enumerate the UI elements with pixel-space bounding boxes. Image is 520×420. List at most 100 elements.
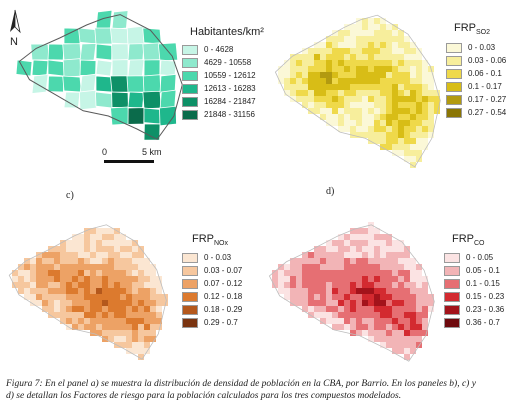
legend-label: 0 - 0.05 [466, 253, 494, 262]
map-cell [416, 150, 422, 156]
map-cell [368, 36, 374, 42]
map-cell [356, 288, 362, 294]
map-cell [398, 78, 404, 84]
map-cell [326, 42, 332, 48]
map-cell [320, 54, 326, 60]
map-cell [416, 324, 422, 330]
map-cell [78, 276, 84, 282]
map-cell [344, 312, 350, 318]
map-cell [138, 294, 144, 300]
map-cell [144, 282, 150, 288]
map-cell [350, 234, 356, 240]
map-cell [368, 30, 374, 36]
map-cell [362, 42, 368, 48]
legend-item: 0.1 - 0.17 [446, 81, 506, 93]
map-cell [392, 144, 398, 150]
legend-label: 10559 - 12612 [204, 71, 256, 80]
map-cell [60, 276, 66, 282]
map-cell [398, 132, 404, 138]
map-cell [90, 264, 96, 270]
map-cell [290, 84, 296, 90]
map-cell [374, 48, 380, 54]
map-cell [368, 240, 374, 246]
map-cell [362, 24, 368, 30]
map-cell [120, 342, 126, 348]
map-cell [350, 84, 356, 90]
map-cell [48, 270, 54, 276]
map-cell [102, 306, 108, 312]
north-arrow-icon [10, 9, 21, 34]
map-cell [404, 348, 410, 354]
map-cell [392, 132, 398, 138]
map-cell [344, 324, 350, 330]
map-cell [416, 318, 422, 324]
map-cell [392, 60, 398, 66]
map-cell [386, 120, 392, 126]
map-cell [356, 96, 362, 102]
map-cell [96, 300, 102, 306]
map-cell [60, 246, 66, 252]
legend-label: 0 - 0.03 [468, 43, 496, 52]
map-cell [374, 102, 380, 108]
map-cell [90, 306, 96, 312]
map-cell [326, 72, 332, 78]
map-cell [138, 264, 144, 270]
map-cell [326, 84, 332, 90]
map-cell [350, 48, 356, 54]
barrio [157, 42, 179, 62]
map-cell [78, 246, 84, 252]
map-cell [308, 72, 314, 78]
map-cell [114, 264, 120, 270]
map-cell [66, 294, 72, 300]
map-cell [84, 228, 90, 234]
map-cell [278, 288, 284, 294]
map-cell [416, 270, 422, 276]
map-cell [138, 306, 144, 312]
barrio [95, 91, 113, 109]
barrio [127, 91, 145, 109]
map-cell [90, 276, 96, 282]
map-cell [66, 246, 72, 252]
map-cell [398, 264, 404, 270]
map-cell [114, 318, 120, 324]
map-cell [386, 270, 392, 276]
map-cell [54, 252, 60, 258]
map-cell [368, 264, 374, 270]
map-cell [24, 282, 30, 288]
map-cell [356, 84, 362, 90]
map-cell [48, 282, 54, 288]
map-cell [410, 312, 416, 318]
map-cell [126, 348, 132, 354]
map-cell [54, 258, 60, 264]
map-cell [314, 84, 320, 90]
map-cell [380, 132, 386, 138]
map-cell [24, 264, 30, 270]
map-cell [344, 90, 350, 96]
map-cell [344, 288, 350, 294]
map-cell [380, 276, 386, 282]
map-cell [422, 60, 428, 66]
map-cell [380, 246, 386, 252]
map-cell [290, 270, 296, 276]
map-cell [398, 270, 404, 276]
map-cell [326, 252, 332, 258]
map-cell [380, 234, 386, 240]
map-cell [18, 288, 24, 294]
map-cell [398, 96, 404, 102]
map-cell [278, 264, 284, 270]
map-cell [90, 252, 96, 258]
map-cell [380, 258, 386, 264]
map-cell [362, 306, 368, 312]
map-cell [410, 144, 416, 150]
map-cell [392, 72, 398, 78]
map-cell [374, 72, 380, 78]
map-cell [380, 30, 386, 36]
map-cell [356, 90, 362, 96]
map-cell [398, 240, 404, 246]
map-cell [36, 264, 42, 270]
map-cell [114, 324, 120, 330]
map-cell [332, 246, 338, 252]
map-cell [386, 72, 392, 78]
map-cell [368, 252, 374, 258]
map-cell [422, 132, 428, 138]
